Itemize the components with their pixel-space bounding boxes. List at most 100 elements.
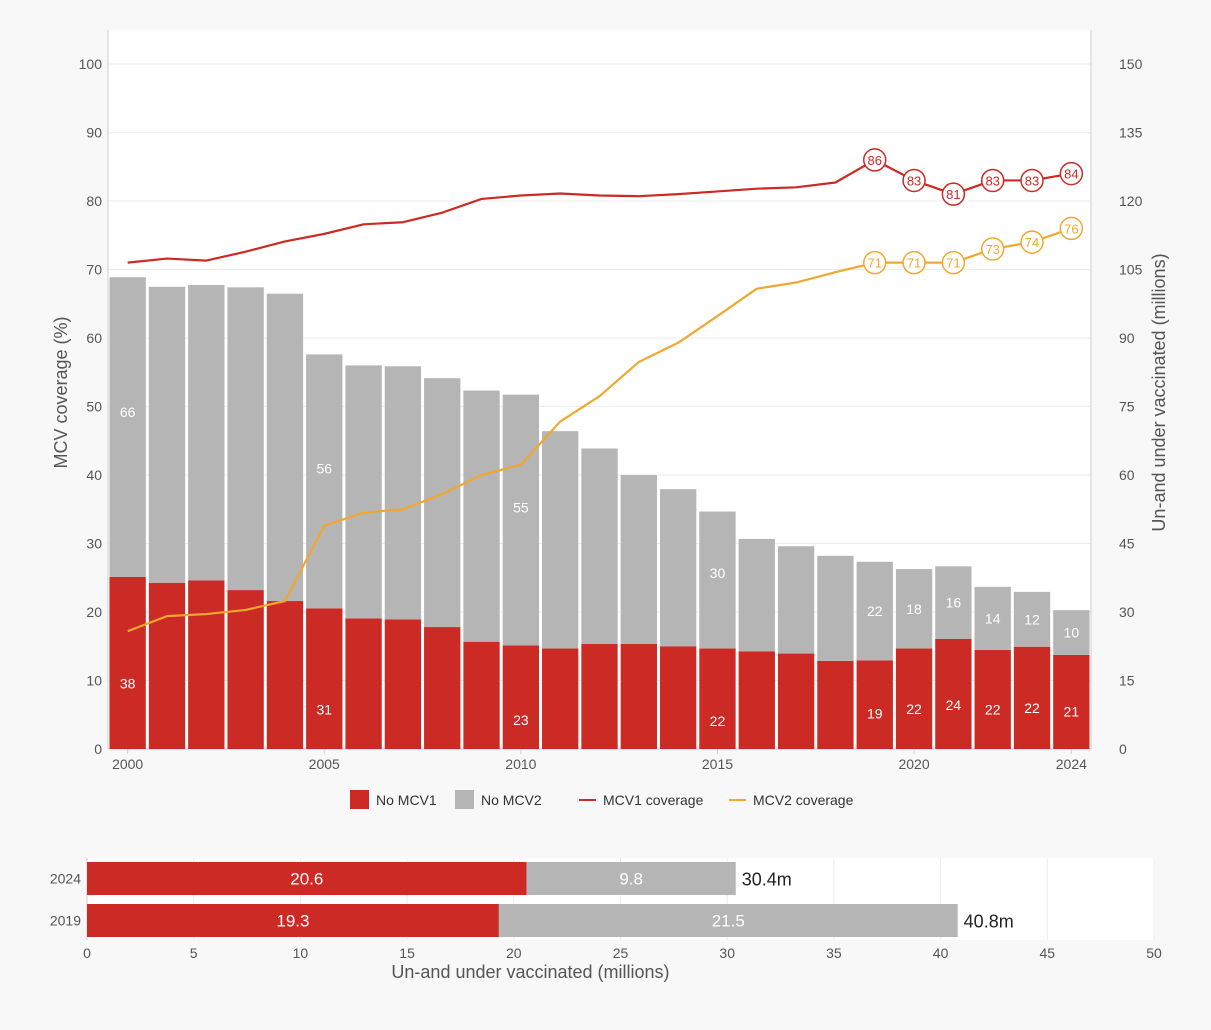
bar-no-mcv2: [699, 511, 736, 649]
legend-label-no-mcv1: No MCV1: [376, 792, 437, 808]
bar-no-mcv2: [659, 489, 697, 647]
bar-no-mcv1: [620, 643, 657, 749]
bar-no-mcv1: [148, 582, 186, 749]
bar-label-no-mcv2: 56: [316, 461, 332, 477]
bar-no-mcv2: [817, 555, 854, 661]
y-left-axis-title: MCV coverage (%): [51, 316, 71, 468]
bar-no-mcv2: [738, 538, 775, 652]
y-left-tick-label: 70: [86, 262, 102, 278]
bar-label-no-mcv2: 22: [867, 603, 883, 619]
bar-no-mcv1: [424, 627, 461, 749]
bar-no-mcv1: [935, 638, 972, 749]
hbar-no-mcv2: [526, 862, 736, 895]
y-right-tick-label: 30: [1119, 604, 1135, 620]
y-right-tick-label: 0: [1119, 741, 1127, 757]
y-left-tick-label: 10: [86, 673, 102, 689]
bar-label-no-mcv2: 16: [946, 595, 962, 611]
y-right-tick-label: 15: [1119, 673, 1135, 689]
hbar-label-no-mcv1: 19.3: [276, 912, 309, 931]
y-left-tick-label: 30: [86, 536, 102, 552]
hbar-label-no-mcv2: 9.8: [619, 870, 643, 889]
x-tick-label: 2020: [898, 756, 929, 772]
bar-no-mcv1: [306, 608, 343, 749]
bar-no-mcv2: [1013, 591, 1051, 647]
point-marker-mcv2: [941, 250, 966, 275]
bar-no-mcv2: [266, 293, 304, 602]
bar-no-mcv2: [1053, 610, 1090, 655]
point-label-mcv1: 83: [1025, 173, 1039, 188]
bar-no-mcv2: [384, 366, 422, 620]
bottom-category-label: 2024: [50, 871, 81, 887]
x-tick-label: 2010: [505, 756, 536, 772]
legend-label-mcv1-coverage: MCV1 coverage: [603, 792, 704, 808]
hbar-label-no-mcv2: 21.5: [712, 912, 745, 931]
y-right-tick-label: 60: [1119, 467, 1135, 483]
y-left-tick-label: 60: [86, 330, 102, 346]
bottom-x-tick-label: 30: [719, 945, 735, 961]
y-left-tick-label: 20: [86, 604, 102, 620]
bar-no-mcv2: [935, 566, 972, 639]
y-right-axis-title: Un-and under vaccinated (millions): [1149, 253, 1169, 531]
bar-label-no-mcv1: 24: [946, 697, 962, 713]
x-tick-label: 2005: [309, 756, 340, 772]
point-label-mcv1: 83: [907, 173, 921, 188]
bottom-x-tick-label: 50: [1146, 945, 1162, 961]
y-right-tick-label: 45: [1119, 536, 1135, 552]
bottom-x-tick-label: 20: [506, 945, 522, 961]
bar-no-mcv1: [895, 648, 933, 749]
y-right-tick-label: 120: [1119, 193, 1143, 209]
bar-label-no-mcv1: 23: [513, 712, 529, 728]
legend-label-mcv2-coverage: MCV2 coverage: [753, 792, 854, 808]
point-label-mcv1: 84: [1064, 167, 1078, 182]
bar-no-mcv1: [463, 641, 500, 749]
point-marker-mcv2: [862, 250, 887, 275]
bar-no-mcv1: [502, 645, 540, 749]
bar-no-mcv2: [109, 277, 146, 577]
bar-label-no-mcv1: 22: [906, 701, 922, 717]
bar-no-mcv1: [542, 648, 579, 749]
point-marker-mcv2: [902, 250, 926, 275]
bottom-x-tick-label: 5: [190, 945, 198, 961]
bar-no-mcv2: [581, 448, 618, 644]
bar-no-mcv1: [227, 590, 264, 749]
y-left-tick-label: 0: [94, 741, 102, 757]
hbar-label-no-mcv1: 20.6: [290, 870, 323, 889]
bar-no-mcv1: [817, 660, 854, 749]
point-label-mcv2: 71: [946, 256, 960, 271]
bar-no-mcv2: [188, 285, 225, 581]
bar-no-mcv1: [699, 648, 736, 749]
bottom-x-tick-label: 0: [83, 945, 91, 961]
bar-no-mcv1: [659, 646, 697, 749]
bottom-x-tick-label: 15: [399, 945, 415, 961]
point-label-mcv2: 76: [1064, 221, 1078, 236]
bar-label-no-mcv1: 31: [316, 702, 332, 718]
y-right-tick-label: 150: [1119, 56, 1143, 72]
point-marker-mcv1: [902, 168, 926, 193]
hbar-no-mcv1: [87, 904, 499, 937]
bar-no-mcv1: [581, 643, 618, 749]
bar-no-mcv2: [306, 354, 343, 609]
bar-no-mcv2: [463, 390, 500, 642]
bar-no-mcv2: [895, 569, 933, 649]
y-left-tick-label: 90: [86, 125, 102, 141]
bar-no-mcv2: [424, 378, 461, 628]
bar-label-no-mcv2: 18: [906, 601, 922, 617]
bar-no-mcv2: [345, 365, 382, 619]
bar-label-no-mcv1: 38: [120, 676, 136, 692]
point-marker-mcv1: [941, 182, 966, 206]
point-marker-mcv1: [1020, 168, 1044, 193]
bar-no-mcv1: [777, 653, 815, 749]
point-marker-mcv1: [862, 148, 887, 172]
y-left-tick-label: 80: [86, 193, 102, 209]
point-label-mcv1: 83: [985, 173, 999, 188]
x-tick-label: 2024: [1056, 756, 1087, 772]
bar-no-mcv1: [856, 660, 893, 749]
bar-no-mcv1: [109, 576, 146, 749]
y-right-tick-label: 90: [1119, 330, 1135, 346]
legend-label-no-mcv2: No MCV2: [481, 792, 542, 808]
point-label-mcv2: 73: [985, 242, 999, 257]
bottom-x-tick-label: 40: [933, 945, 949, 961]
point-marker-mcv1: [980, 168, 1005, 193]
